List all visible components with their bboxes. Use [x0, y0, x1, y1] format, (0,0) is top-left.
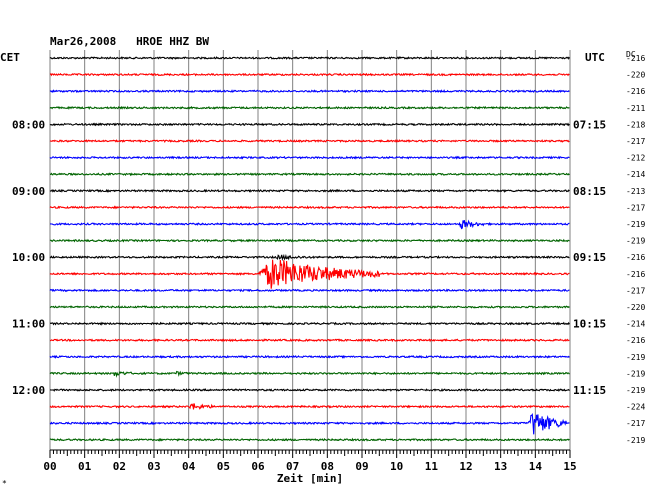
dc-offset-label: -216: [626, 54, 645, 63]
dc-header-label: DC: [626, 50, 636, 59]
trace-line: [50, 388, 570, 392]
trace-line: [49, 72, 570, 77]
trace-line: [49, 122, 570, 127]
dc-offset-label: -217: [626, 419, 645, 428]
time-labels: -216 -220 -216 -211 -218 -217 -212 -214 -213 -217…: [12, 54, 645, 445]
left-hour-label: 10:00: [12, 251, 45, 264]
dc-offset-label: -220: [626, 71, 645, 80]
x-tick-label: 11: [425, 460, 439, 473]
trace-line: [49, 338, 570, 343]
right-hour-label: 07:15: [573, 118, 606, 131]
dc-offset-label: -216: [626, 336, 645, 345]
dc-offset-label: -214: [626, 320, 645, 329]
trace-line: [49, 412, 570, 435]
right-hour-label: 09:15: [573, 251, 606, 264]
dc-offset-label: -219: [626, 369, 645, 378]
x-tick-label: 06: [251, 460, 265, 473]
dc-offset-label: -217: [626, 286, 645, 295]
x-tick-label: 15: [563, 460, 576, 473]
left-hour-label: 11:00: [12, 318, 45, 331]
x-tick-label: 12: [459, 460, 472, 473]
x-tick-label: 09: [355, 460, 368, 473]
dc-offset-label: -216: [626, 270, 645, 279]
chart-title: Mar26,2008 HROE HHZ BW: [50, 35, 209, 48]
trace-line: [49, 321, 570, 326]
x-tick-label: 04: [182, 460, 196, 473]
trace-line: [50, 219, 570, 230]
x-tick-label: 13: [494, 460, 507, 473]
trace-line: [49, 188, 570, 193]
footnote-mark: *: [2, 479, 7, 488]
right-timezone-label: UTC: [585, 51, 605, 64]
seismic-traces: [49, 55, 570, 442]
right-hour-label: 08:15: [573, 185, 606, 198]
trace-line: [49, 205, 570, 210]
right-hour-label: 11:15: [573, 384, 606, 397]
trace-line: [49, 259, 570, 289]
left-hour-label: 09:00: [12, 185, 45, 198]
x-tick-label: 07: [286, 460, 299, 473]
left-timezone-label: CET: [0, 51, 20, 64]
trace-line: [49, 55, 570, 60]
dc-offset-label: -220: [626, 303, 645, 312]
trace-line: [49, 238, 570, 243]
trace-line: [49, 354, 570, 359]
trace-line: [49, 305, 570, 310]
left-hour-label: 08:00: [12, 118, 45, 131]
x-axis: 00 01 02 03 04 05 06 07 08 09 10 11 12 13 14 15: [43, 449, 577, 473]
x-tick-label: 10: [390, 460, 403, 473]
dc-offset-label: -214: [626, 170, 645, 179]
dc-offset-label: -219: [626, 386, 645, 395]
trace-line: [49, 402, 570, 410]
dc-offset-label: -216: [626, 87, 645, 96]
time-gridlines: [49, 50, 571, 450]
dc-offset-label: -217: [626, 203, 645, 212]
dc-offset-label: -219: [626, 436, 645, 445]
dc-offset-label: -224: [626, 403, 645, 412]
dc-offset-label: -217: [626, 137, 645, 146]
trace-line: [49, 105, 570, 110]
trace-line: [49, 437, 570, 442]
trace-line: [49, 288, 570, 293]
trace-line: [49, 139, 570, 144]
x-tick-label: 00: [43, 460, 56, 473]
x-tick-label: 08: [321, 460, 334, 473]
dc-offset-label: -212: [626, 154, 645, 163]
x-tick-label: 01: [78, 460, 92, 473]
dc-offset-label: -211: [626, 104, 645, 113]
dc-offset-label: -218: [626, 120, 645, 129]
x-axis-title: Zeit [min]: [277, 472, 343, 485]
dc-offset-label: -216: [626, 253, 645, 262]
x-tick-label: 05: [217, 460, 230, 473]
x-tick-label: 03: [147, 460, 160, 473]
x-tick-label: 02: [113, 460, 126, 473]
trace-line: [49, 370, 570, 378]
dc-offset-label: -219: [626, 353, 645, 362]
trace-line: [49, 155, 570, 160]
trace-line: [49, 89, 570, 94]
dc-offset-label: -219: [626, 220, 645, 229]
right-hour-label: 10:15: [573, 318, 606, 331]
trace-line: [49, 172, 570, 177]
dc-offset-label: -219: [626, 237, 645, 246]
left-hour-label: 12:00: [12, 384, 45, 397]
trace-line: [49, 253, 570, 262]
dc-offset-label: -213: [626, 187, 645, 196]
x-tick-label: 14: [529, 460, 543, 473]
